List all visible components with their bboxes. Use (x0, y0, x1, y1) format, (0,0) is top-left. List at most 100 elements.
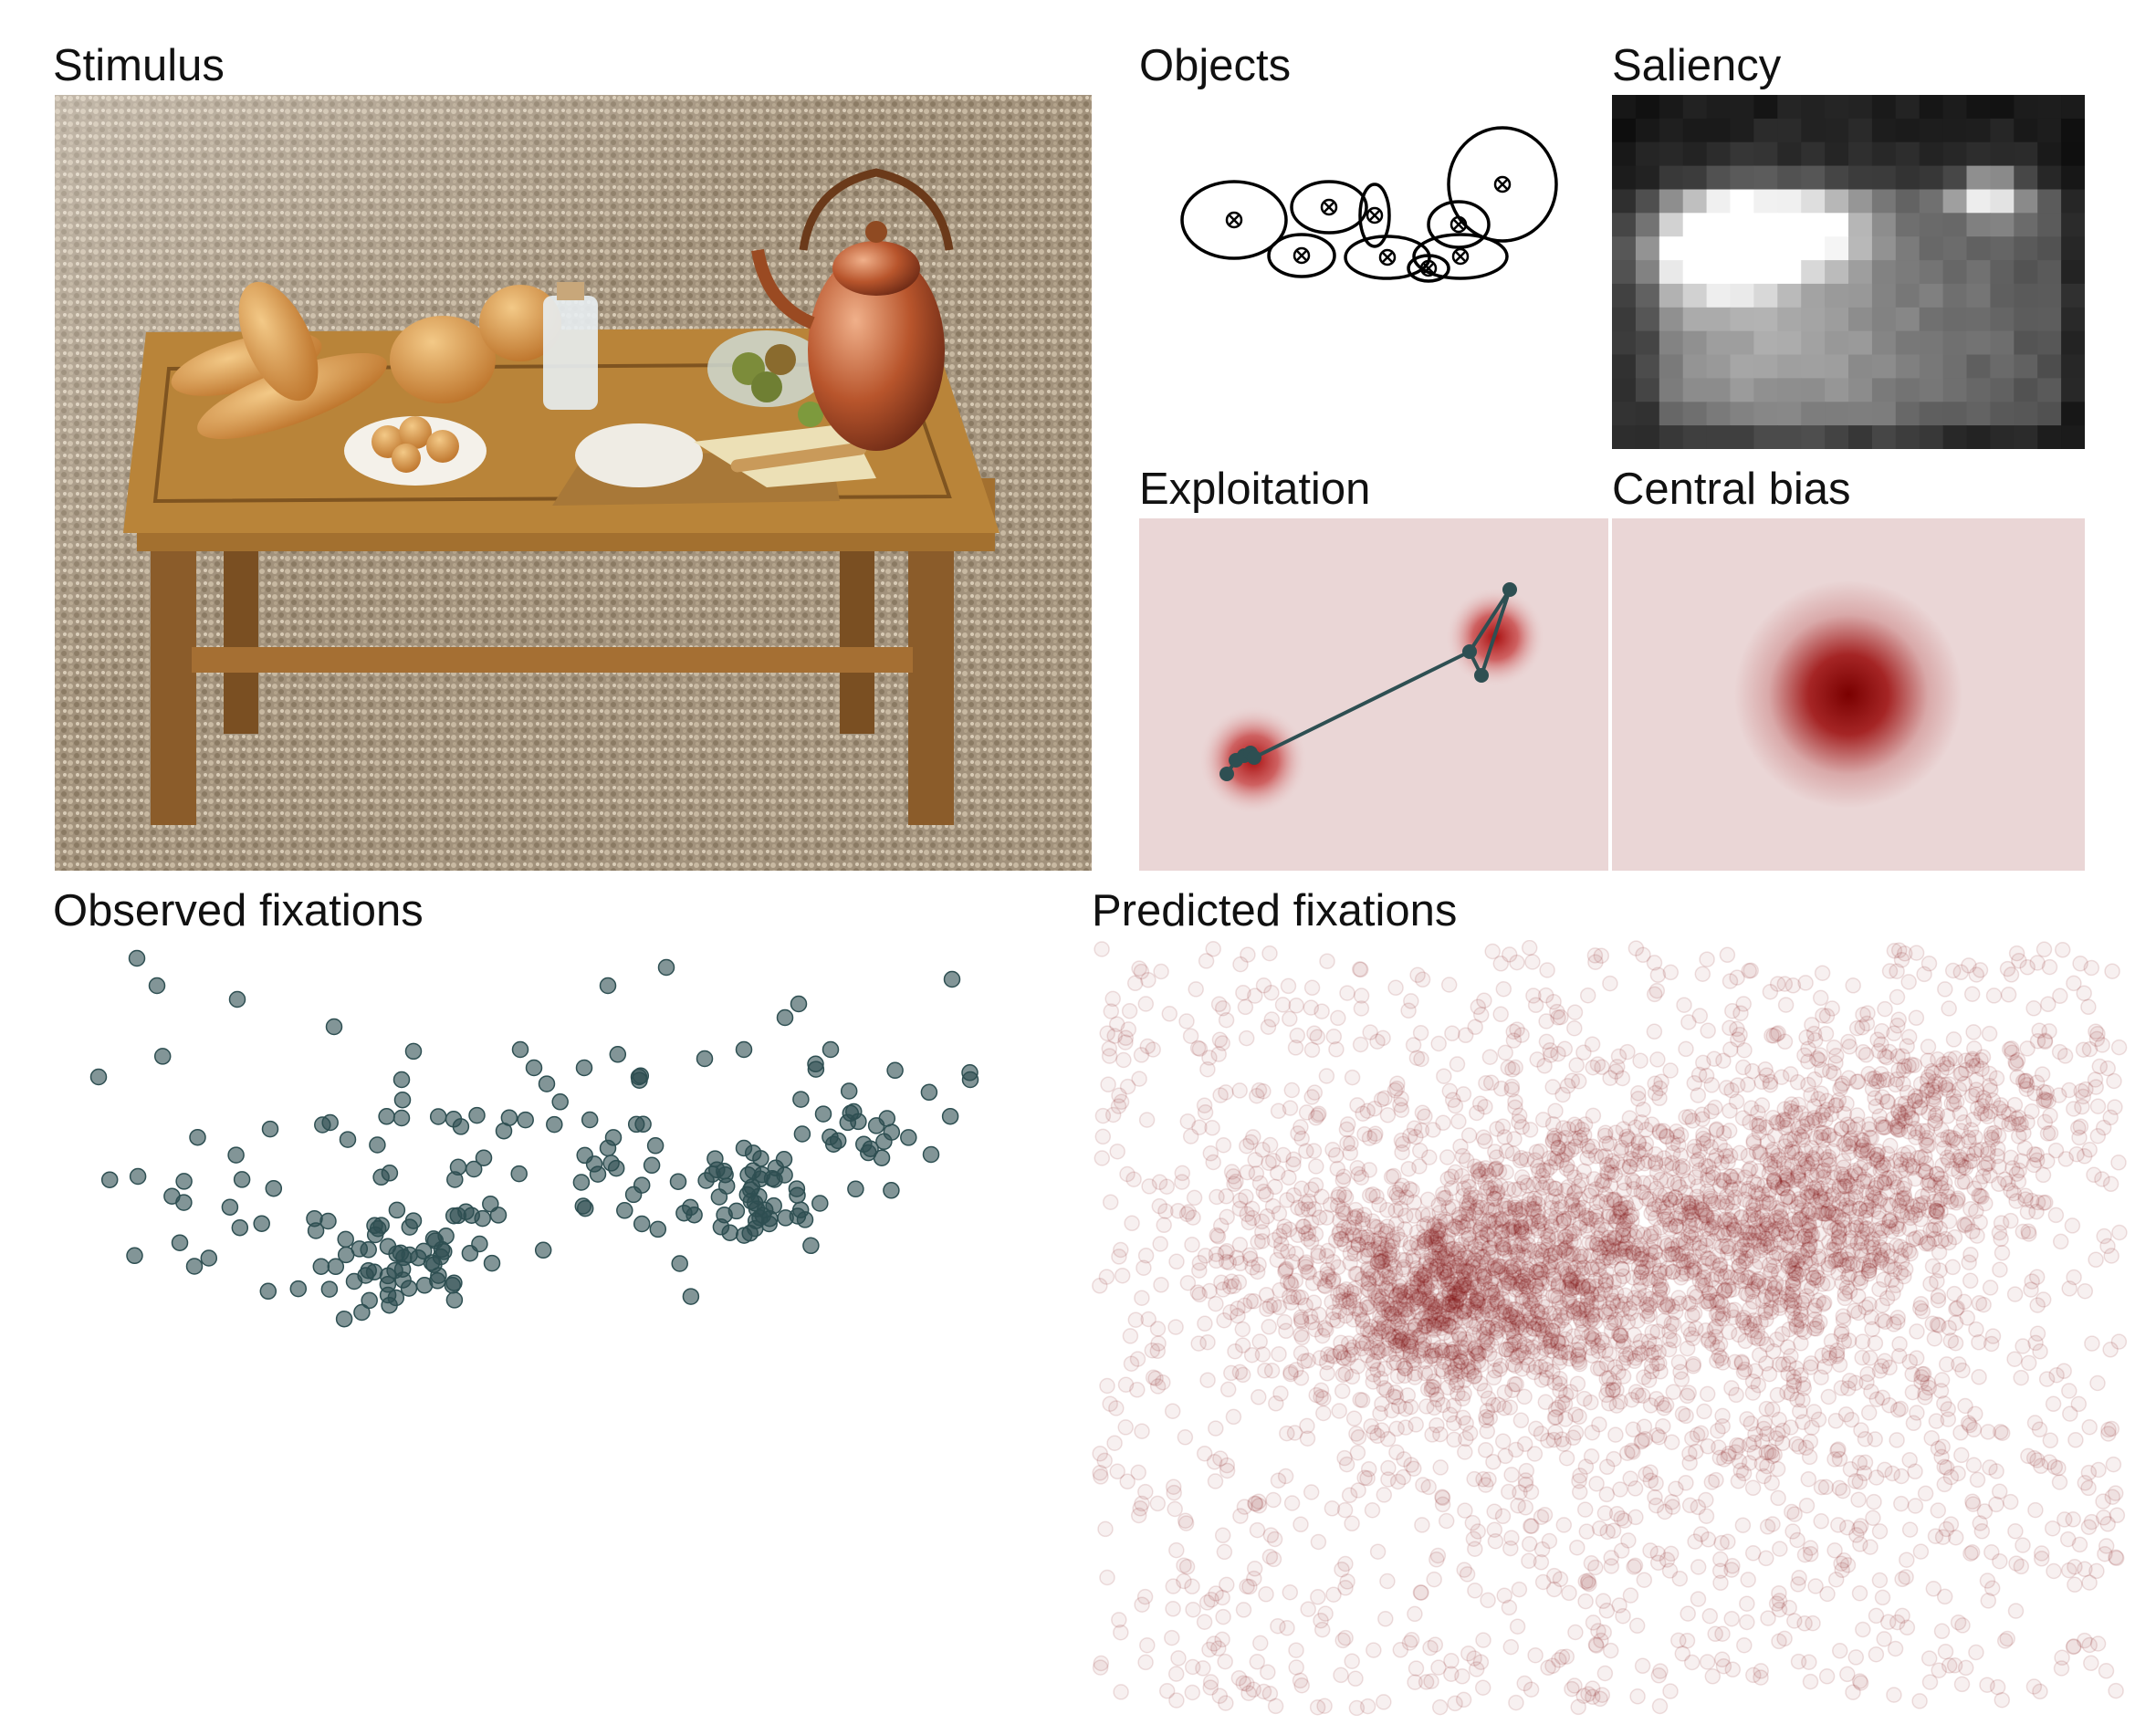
predicted-fixation (1764, 1286, 1781, 1303)
predicted-fixation (1447, 1164, 1464, 1181)
predicted-fixation (1457, 1340, 1474, 1357)
predicted-fixation (2050, 1459, 2067, 1477)
observed-fixation (840, 1082, 858, 1100)
predicted-fixation (2108, 1550, 2125, 1567)
predicted-fixation (1441, 1082, 1459, 1100)
observed-fixation (873, 1149, 891, 1166)
predicted-fixation (1362, 1325, 1378, 1342)
predicted-fixation (2104, 963, 2120, 979)
object-ellipse (1267, 233, 1336, 278)
predicted-fixation (1308, 1158, 1324, 1175)
predicted-fixation (1704, 1668, 1722, 1685)
predicted-fixation (1996, 1633, 2014, 1649)
predicted-fixation (1751, 1118, 1768, 1134)
predicted-fixation (1767, 1220, 1784, 1238)
predicted-fixation (1662, 964, 1680, 981)
predicted-fixation (2088, 1023, 2104, 1040)
predicted-fixation (1590, 1260, 1607, 1278)
predicted-fixation (1791, 1267, 1807, 1283)
predicted-fixation (1833, 1380, 1850, 1396)
predicted-fixation (1952, 964, 1970, 981)
predicted-fixation (1801, 1654, 1817, 1670)
predicted-fixation (1427, 1301, 1443, 1319)
predicted-fixation (1097, 1520, 1114, 1538)
saliency-cell (1942, 118, 1968, 143)
saliency-cell (1801, 141, 1826, 167)
predicted-fixation (1218, 1011, 1235, 1029)
saliency-cell (1612, 425, 1637, 449)
predicted-fixation (1444, 1292, 1461, 1309)
predicted-fixation (1487, 1213, 1504, 1229)
predicted-fixation (1802, 1673, 1819, 1690)
predicted-fixation (1546, 1244, 1564, 1261)
predicted-fixation (1515, 1275, 1532, 1291)
scanpath-point (1247, 750, 1261, 765)
predicted-fixation (1334, 1201, 1351, 1218)
observed-fixation (392, 1071, 411, 1089)
observed-fixation (228, 990, 246, 1008)
predicted-fixation (1465, 1319, 1482, 1335)
predicted-fixation (1380, 1318, 1397, 1335)
exploitation-map (1139, 518, 1608, 871)
saliency-cell (1682, 118, 1708, 143)
predicted-fixation (1464, 1270, 1481, 1288)
saliency-cell (1777, 95, 1802, 120)
saliency-cell (1871, 141, 1897, 167)
predicted-fixation (1960, 1129, 1977, 1146)
predicted-fixation (1429, 1250, 1445, 1268)
predicted-fixation (2099, 1060, 2116, 1077)
predicted-fixation (1579, 1223, 1596, 1239)
predicted-fixation (1601, 1395, 1617, 1412)
saliency-cell (2037, 165, 2062, 191)
predicted-fixation (1513, 1361, 1531, 1377)
scanpath-points (1219, 582, 1517, 781)
predicted-fixation (1758, 1336, 1775, 1353)
predicted-fixation (1741, 1437, 1758, 1453)
predicted-fixation (1516, 1388, 1533, 1405)
predicted-fixation (1345, 1410, 1363, 1427)
observed-fixation (378, 1108, 395, 1125)
saliency-cell (1706, 283, 1732, 308)
predicted-fixation (1926, 1330, 1943, 1347)
predicted-fixation (1367, 1332, 1385, 1349)
predicted-fixation (2081, 1574, 2098, 1591)
predicted-fixation (1470, 1294, 1487, 1311)
predicted-fixation (1450, 1327, 1468, 1343)
predicted-fixation (1594, 1332, 1610, 1348)
predicted-fixation (1339, 1116, 1356, 1133)
saliency-cell (1635, 307, 1660, 332)
saliency-cell (1825, 189, 1849, 214)
predicted-fixation (1474, 1679, 1491, 1696)
observed-fixation (401, 1218, 419, 1236)
predicted-fixation (1349, 1207, 1366, 1225)
predicted-fixation (1518, 1290, 1534, 1307)
predicted-fixation (1298, 1104, 1315, 1121)
predicted-fixation (1962, 1247, 1979, 1263)
observed-fixation (321, 1113, 339, 1132)
predicted-fixation (1229, 1249, 1245, 1267)
observed-fixation (415, 1277, 434, 1294)
predicted-fixation (1344, 1368, 1361, 1385)
predicted-fixation (1500, 1275, 1516, 1291)
predicted-fixation (1471, 1324, 1489, 1341)
saliency-cell (1682, 378, 1708, 402)
predicted-fixation (1409, 1278, 1426, 1295)
predicted-fixation (1533, 1426, 1550, 1442)
predicted-fixation (1628, 1617, 1646, 1635)
predicted-fixation (1480, 1281, 1497, 1298)
predicted-fixation (1713, 1172, 1731, 1188)
predicted-fixation (1366, 1241, 1383, 1259)
observed-fixation (751, 1170, 769, 1188)
predicted-fixation (1337, 1365, 1355, 1382)
predicted-fixation (1153, 1277, 1169, 1293)
object-center-marker (1451, 247, 1470, 266)
saliency-cell (1777, 307, 1802, 332)
predicted-fixation (2089, 1374, 2106, 1392)
saliency-cell (1919, 378, 1944, 402)
predicted-fixation (1682, 1296, 1699, 1312)
predicted-fixation (1188, 981, 1204, 998)
predicted-fixation (1940, 1401, 1956, 1417)
predicted-fixation (1524, 1339, 1542, 1355)
predicted-fixation (1340, 1350, 1356, 1367)
predicted-fixation (1510, 1497, 1526, 1514)
